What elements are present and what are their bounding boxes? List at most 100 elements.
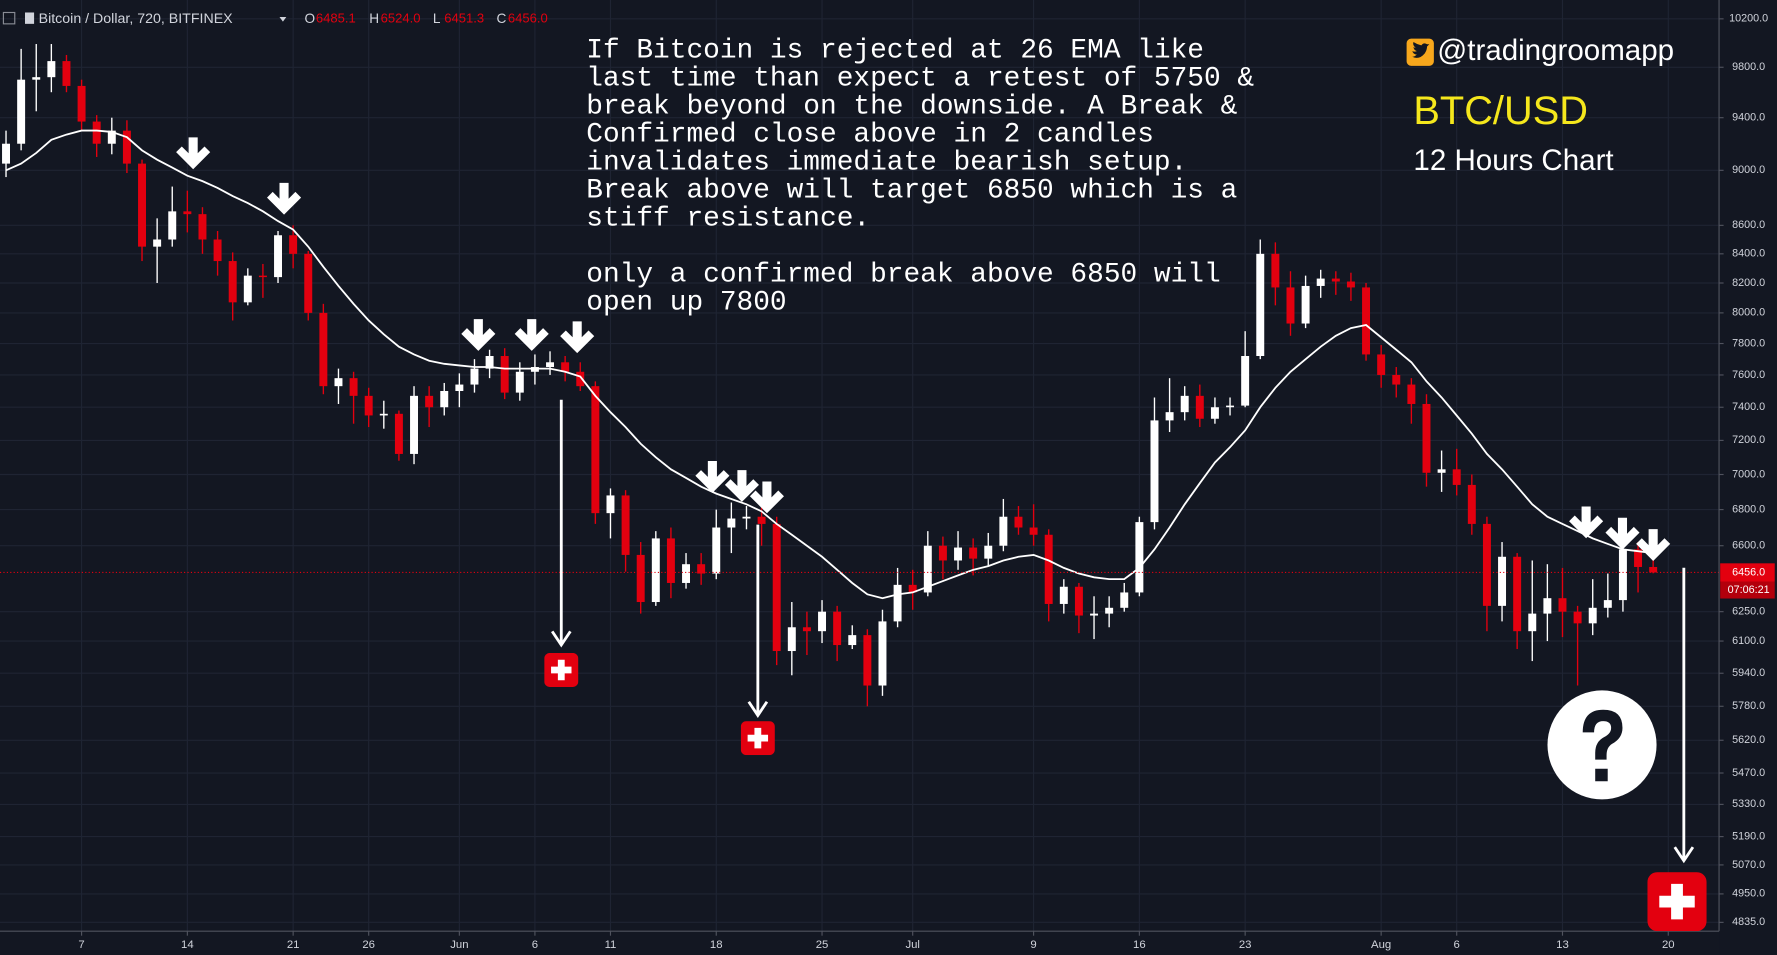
candle-body	[107, 130, 116, 144]
ohlc-legend: O 6485.1 H 6524.0 L 6451.3 C 6456.0	[304, 11, 547, 26]
candle-body	[258, 275, 267, 278]
x-tick-label: 26	[362, 939, 375, 951]
candle-body	[591, 386, 600, 514]
y-tick-label: 8000.0	[1732, 307, 1765, 319]
candle-body	[1603, 600, 1612, 608]
y-tick-label: 4835.0	[1732, 916, 1765, 928]
ohlc-key: C	[497, 11, 507, 26]
candle-body	[1407, 384, 1416, 404]
candle-body	[848, 635, 857, 646]
y-tick-label: 5070.0	[1732, 859, 1765, 871]
candle-body	[1044, 534, 1053, 604]
header-icon[interactable]	[2, 11, 16, 25]
candle-body	[1422, 403, 1431, 473]
x-tick-label: 7	[78, 939, 84, 951]
candle-body	[1558, 598, 1567, 612]
annotation-arrows	[176, 137, 1707, 932]
candle-body	[1513, 556, 1522, 632]
candle-body	[1195, 395, 1204, 419]
candle-body	[515, 371, 524, 393]
candle-body	[122, 130, 131, 164]
candle-body	[1588, 607, 1597, 624]
ohlc-key: H	[369, 11, 379, 26]
note-line: stiff resistance.	[586, 204, 870, 235]
candle-body	[1059, 586, 1068, 604]
candle-body	[1271, 253, 1280, 288]
candle-body	[1543, 598, 1552, 614]
candle-body	[712, 527, 721, 574]
candle-body	[274, 235, 283, 278]
x-tick-label: 25	[816, 939, 829, 951]
ema-line	[5, 129, 1654, 600]
y-tick-label: 5940.0	[1732, 667, 1765, 679]
candle-body	[243, 275, 252, 303]
x-tick-label: 21	[287, 939, 300, 951]
candle-body	[787, 627, 796, 652]
ohlc-value: 6456.0	[508, 11, 548, 26]
last-price-box	[1720, 563, 1775, 582]
candle-body	[863, 635, 872, 686]
annotation-text: If Bitcoin is rejected at 26 EMA likelas…	[586, 35, 1254, 318]
candle-body	[1634, 549, 1643, 567]
candle-body	[697, 564, 706, 574]
candle-body	[1165, 412, 1174, 421]
candle-body	[999, 516, 1008, 546]
candle-body	[1649, 566, 1658, 573]
candle-body	[1618, 549, 1627, 601]
candle-body	[1135, 522, 1144, 593]
candle-body	[893, 584, 902, 622]
x-tick-label: 18	[710, 939, 723, 951]
note-line: open up 7800	[586, 288, 786, 319]
target-arrow	[1673, 567, 1695, 864]
y-tick-label: 5330.0	[1732, 798, 1765, 810]
y-tick-label: 4950.0	[1732, 888, 1765, 900]
candle-body	[1362, 287, 1371, 355]
target-marker	[544, 652, 579, 688]
candle-body	[1090, 613, 1099, 616]
target-arrow	[551, 399, 572, 648]
candle-body	[833, 611, 842, 646]
candle-body	[561, 362, 570, 372]
x-tick-label: 20	[1662, 939, 1675, 951]
plot-area	[0, 44, 1720, 707]
y-tick-label: 6600.0	[1732, 540, 1765, 552]
countdown-label: 07:06:21	[1728, 584, 1770, 596]
candle-body	[1392, 374, 1401, 385]
symbol-title[interactable]: Bitcoin / Dollar, 720, BITFINEX	[39, 11, 234, 27]
last-price-label: 6456.0	[1732, 566, 1765, 578]
y-tick-label: 7800.0	[1732, 337, 1765, 349]
candle-body	[183, 211, 192, 215]
candle-body	[772, 523, 781, 652]
candle-body	[1226, 405, 1235, 408]
candle-body	[198, 214, 207, 240]
candle-body	[289, 235, 298, 254]
pair-label: BTC/USD	[1413, 89, 1588, 133]
candle-body	[1150, 420, 1159, 523]
candle-body	[213, 239, 222, 262]
candle-body	[2, 143, 10, 164]
candle-body	[1498, 556, 1507, 606]
candle-body	[304, 253, 313, 313]
dropdown-caret[interactable]	[279, 17, 287, 22]
y-tick-label: 9800.0	[1732, 61, 1765, 73]
candle-body	[1346, 281, 1355, 288]
candle-body	[1316, 278, 1325, 286]
candle-body	[1437, 469, 1446, 473]
note-line: Confirmed close above in 2 candles	[586, 119, 1154, 150]
y-tick-label: 8200.0	[1732, 277, 1765, 289]
x-tick-label: 13	[1556, 939, 1569, 951]
ohlc-value: 6451.3	[444, 11, 484, 26]
grid	[0, 0, 1720, 932]
axes: 10200.0 9800.0 9400.0 9000.0 8600.0 8400.0 820…	[78, 13, 1775, 951]
y-tick-label: 6100.0	[1732, 635, 1765, 647]
x-tick-label: 23	[1239, 939, 1252, 951]
candle-body	[455, 384, 464, 391]
note-line: last time than expect a retest of 5750 &	[586, 63, 1254, 94]
y-tick-label: 9400.0	[1732, 112, 1765, 124]
candle-body	[1528, 613, 1537, 632]
x-tick-label: Jun	[450, 939, 468, 951]
candle-body	[1256, 253, 1265, 357]
y-tick-label: 5190.0	[1732, 830, 1765, 842]
